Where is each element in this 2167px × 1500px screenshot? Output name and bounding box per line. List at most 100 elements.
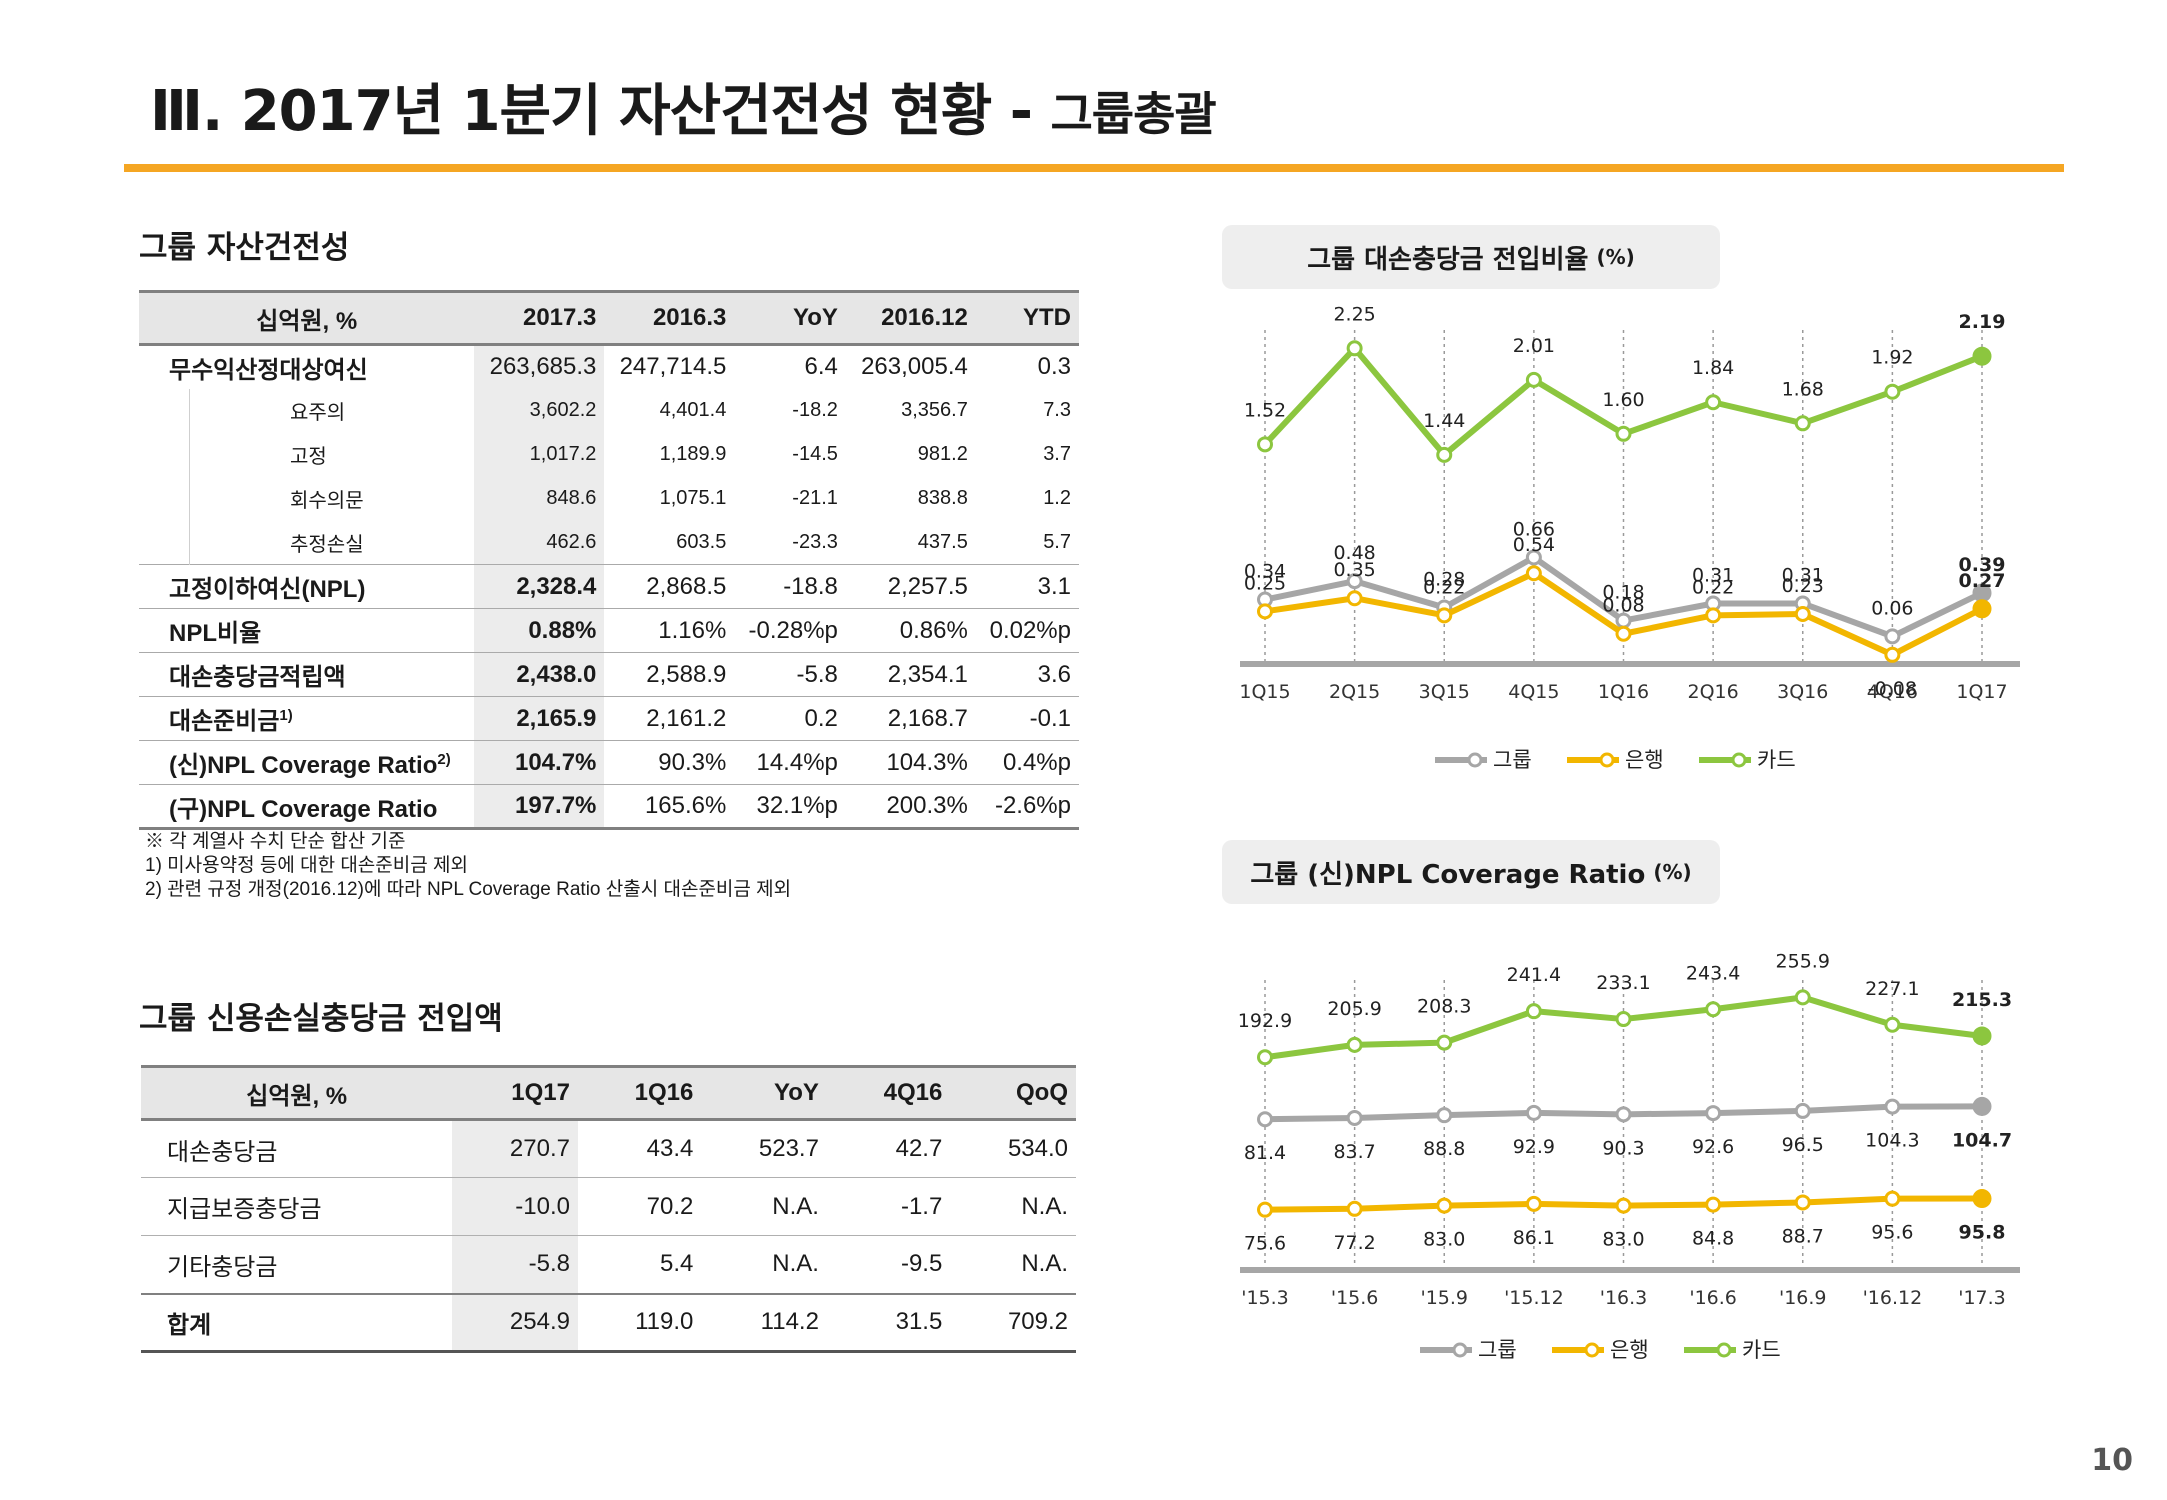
legend-marker xyxy=(1584,1342,1600,1358)
legend-label: 카드 xyxy=(1742,1338,1781,1362)
value-cell: N.A. xyxy=(701,1177,827,1236)
note-line: 2) 관련 규정 개정(2016.12)에 따라 NPL Coverage Ra… xyxy=(145,879,792,900)
npl-coverage-chart: '15.3 '15.6 '15.9 '15.12 '16.3 '16.6 '16.9 '16.… xyxy=(1238,950,2020,1362)
value-cell: -5.8 xyxy=(734,652,846,697)
chart-legend: 그룹 은행 카드 xyxy=(1420,1338,1781,1362)
data-label: 0.08 xyxy=(1602,595,1644,617)
data-point xyxy=(1346,590,1363,607)
value-cell: 0.88% xyxy=(474,608,605,653)
data-point xyxy=(1346,1200,1363,1217)
data-label: 0.25 xyxy=(1244,572,1286,594)
x-tick-label: 2Q16 xyxy=(1688,681,1739,703)
data-label: 88.7 xyxy=(1782,1225,1824,1247)
value-cell: 3.6 xyxy=(975,652,1079,697)
data-label: 0.39 xyxy=(1959,554,2006,576)
provision-table-header-row: 십억원, % 1Q17 1Q16 YoY 4Q16 QoQ xyxy=(141,1065,1076,1121)
chart2-unit: (%) xyxy=(1653,860,1692,884)
data-point xyxy=(1525,371,1542,388)
data-point xyxy=(1794,989,1811,1006)
value-cell: 2,868.5 xyxy=(604,564,735,609)
page-title: Ⅲ. 2017년 1분기 자산건전성 현황 - 그룹총괄 xyxy=(150,66,1217,147)
row-label-text: 요주의 xyxy=(290,402,346,424)
table-row: 요주의 3,602.2 4,401.4 -18.2 3,356.7 7.3 xyxy=(139,388,1079,433)
data-label: 1.44 xyxy=(1423,410,1465,432)
data-label: 104.3 xyxy=(1865,1130,1919,1152)
indent-cell xyxy=(139,521,190,565)
data-label: 255.9 xyxy=(1776,950,1830,972)
data-point xyxy=(1525,565,1542,582)
table-row: 기타충당금 -5.8 5.4 N.A. -9.5 N.A. xyxy=(141,1235,1076,1294)
data-point xyxy=(1972,599,1992,619)
data-label: 243.4 xyxy=(1686,962,1740,984)
legend-marker xyxy=(1731,752,1747,768)
row-label: (신)NPL Coverage Ratio2) xyxy=(139,740,475,785)
data-point xyxy=(1346,1036,1363,1053)
data-point xyxy=(1257,1111,1273,1128)
value-cell: 838.8 xyxy=(917,487,968,509)
data-label: 1.52 xyxy=(1244,399,1286,421)
data-label: 227.1 xyxy=(1865,978,1919,1000)
data-point xyxy=(1705,1196,1722,1213)
table-row: 지급보증충당금 -10.0 70.2 N.A. -1.7 N.A. xyxy=(141,1177,1076,1236)
value-cell: 6.4 xyxy=(804,353,838,381)
value-cell: 0.02%p xyxy=(975,608,1079,653)
data-label: 96.5 xyxy=(1782,1134,1824,1156)
data-point xyxy=(1884,628,1901,645)
value-cell: 14.4%p xyxy=(734,740,846,785)
data-point xyxy=(1972,1096,1992,1116)
page-number: 10 xyxy=(2091,1443,2133,1478)
note-line: 1) 미사용약정 등에 대한 대손준비금 제외 xyxy=(145,855,468,876)
data-label: 0.18 xyxy=(1602,582,1644,604)
data-point xyxy=(1615,425,1632,442)
row-label: 대손준비금1) xyxy=(139,696,475,741)
data-point xyxy=(1615,1197,1632,1214)
x-tick-label: '15.9 xyxy=(1420,1287,1468,1309)
value-cell: -2.6%p xyxy=(975,784,1079,830)
row-label: 대손충당금적립액 xyxy=(139,652,475,697)
table-row: 대손충당금적립액 2,438.0 2,588.9 -5.8 2,354.1 3.6 xyxy=(139,652,1079,697)
column-header: 4Q16 xyxy=(826,1065,951,1121)
data-point xyxy=(1972,346,1992,366)
indent-cell xyxy=(139,389,190,433)
data-label: 1.60 xyxy=(1602,389,1644,411)
chart-legend: 그룹 은행 카드 xyxy=(1435,748,1796,772)
value-cell: 0.4%p xyxy=(975,740,1079,785)
row-label-text: 고정 xyxy=(290,446,327,468)
row-label: 회수의문 xyxy=(189,476,475,521)
column-header: QoQ xyxy=(950,1065,1076,1121)
data-label: 0.34 xyxy=(1244,561,1286,583)
value-cell: -1.7 xyxy=(826,1177,951,1236)
x-tick-label: '15.3 xyxy=(1241,1287,1289,1309)
legend-marker xyxy=(1716,1342,1732,1358)
value-cell: 1,075.1 xyxy=(659,487,727,509)
value-cell: 3,356.7 xyxy=(901,399,968,421)
value-cell: 32.1%p xyxy=(734,784,846,830)
data-label: 241.4 xyxy=(1507,964,1561,986)
row-label-text: 무수익산정대상여신 xyxy=(169,356,368,384)
data-point xyxy=(1705,1001,1722,1018)
legend-label: 은행 xyxy=(1610,1338,1649,1362)
data-label: 0.48 xyxy=(1333,542,1375,564)
data-label: 95.6 xyxy=(1871,1222,1913,1244)
value-cell: 7.3 xyxy=(1043,399,1071,421)
chart1-title-tab: 그룹 대손충당금 전입비율 (%) xyxy=(1222,225,1720,289)
asset-quality-table: 십억원, % 2017.3 2016.3 YoY 2016.12 YTD 무수익… xyxy=(139,290,1079,830)
row-label: 요주의 xyxy=(189,388,475,433)
x-tick-label: '15.6 xyxy=(1331,1287,1379,1309)
row-label-text: 고정이하여신(NPL) xyxy=(169,576,366,603)
x-tick-label: '16.9 xyxy=(1779,1287,1827,1309)
x-tick-label: 2Q15 xyxy=(1329,681,1380,703)
value-cell: 43.4 xyxy=(577,1119,702,1178)
x-tick-label: '15.12 xyxy=(1504,1287,1564,1309)
legend-label: 그룹 xyxy=(1493,748,1532,772)
x-tick-label: 4Q15 xyxy=(1508,681,1559,703)
data-point xyxy=(1705,1105,1722,1122)
data-point xyxy=(1436,1197,1453,1214)
table-row: 추정손실 462.6 603.5 -23.3 437.5 5.7 xyxy=(139,520,1079,565)
provision-ratio-chart: 1Q15 2Q15 3Q15 4Q15 1Q16 2Q16 3Q16 4Q16 1Q17 0.34… xyxy=(1239,303,2020,772)
data-point xyxy=(1257,1049,1273,1066)
value-cell: 104.7% xyxy=(474,740,605,785)
value-cell: 104.3% xyxy=(845,740,976,785)
data-point xyxy=(1525,1003,1542,1020)
row-label: 추정손실 xyxy=(189,520,475,565)
